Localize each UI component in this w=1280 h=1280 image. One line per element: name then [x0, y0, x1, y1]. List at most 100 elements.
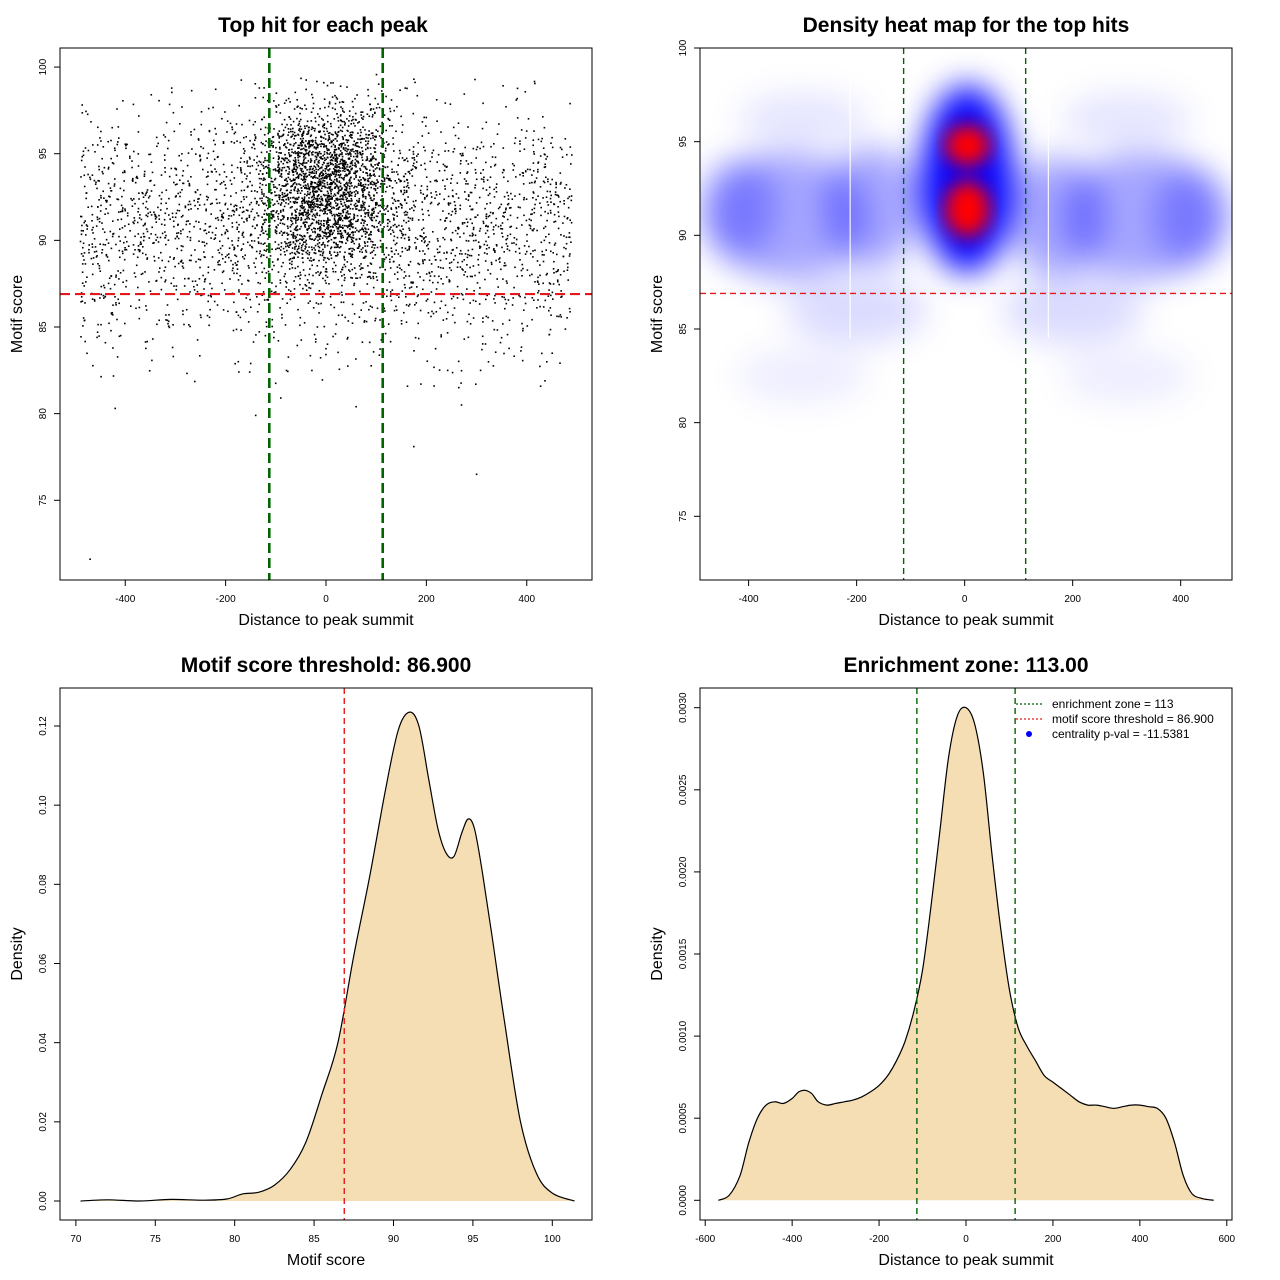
scatter-point: [355, 238, 358, 241]
scatter-point: [326, 176, 329, 178]
scatter-point: [391, 197, 394, 199]
scatter-point: [405, 189, 408, 192]
scatter-point: [92, 257, 95, 259]
scatter-point: [326, 183, 329, 186]
scatter-point: [330, 183, 333, 185]
scatter-point: [484, 207, 486, 210]
scatter-point: [406, 214, 408, 216]
scatter-point: [143, 235, 146, 238]
scatter-point: [571, 154, 573, 156]
scatter-point: [463, 178, 466, 180]
scatter-point: [279, 146, 281, 149]
scatter-point: [354, 202, 357, 205]
scatter-point: [549, 190, 551, 193]
scatter-point: [566, 317, 568, 319]
scatter-y-tick-label: 75: [38, 494, 49, 506]
scatter-point: [342, 196, 344, 198]
scatter-point: [386, 166, 389, 168]
scatter-point: [446, 369, 449, 372]
scatter-point: [223, 289, 226, 291]
scatter-point: [532, 256, 534, 258]
scatter-point: [115, 276, 117, 278]
scatter-point: [350, 194, 353, 197]
scatter-point: [303, 181, 305, 184]
scatter-point: [469, 191, 472, 194]
scatter-point: [221, 282, 223, 285]
scatter-point: [528, 218, 531, 221]
scatter-point: [193, 289, 196, 291]
scatter-point: [290, 192, 292, 194]
scatter-point: [349, 152, 351, 155]
scatter-point: [332, 156, 335, 159]
scatter-point: [100, 293, 102, 296]
scatter-point: [550, 314, 552, 316]
scatter-point: [271, 268, 273, 271]
scatter-point: [335, 242, 337, 244]
scatter-point: [277, 155, 280, 157]
scatter-point: [131, 199, 134, 202]
scatter-point: [245, 177, 248, 180]
scatter-point: [369, 252, 372, 254]
scatter-point: [466, 275, 469, 278]
scatter-point: [434, 197, 436, 199]
scatter-point: [364, 183, 367, 186]
scatter-point: [524, 137, 527, 139]
scatter-point: [134, 276, 137, 278]
scatter-point: [93, 251, 96, 253]
scatter-point: [352, 218, 355, 221]
scatter-point: [181, 265, 184, 268]
scatter-point: [206, 199, 209, 201]
scatter-point: [280, 135, 282, 138]
scatter-point: [294, 150, 296, 153]
scatter-point: [254, 134, 256, 136]
scatter-point: [365, 133, 367, 136]
scatter-point: [92, 144, 94, 146]
scatter-point: [126, 214, 129, 217]
scatter-point: [121, 250, 124, 253]
scatter-point: [323, 153, 326, 156]
scatter-point: [306, 200, 308, 203]
scatter-point: [340, 226, 342, 228]
scatter-point: [88, 251, 90, 254]
scatter-point: [469, 266, 471, 269]
scatter-point: [363, 209, 365, 212]
scatter-point: [326, 162, 329, 165]
scatter-point: [500, 203, 503, 206]
scatter-point: [337, 120, 340, 122]
scatter-point: [344, 189, 346, 191]
scatter-point: [337, 314, 340, 317]
scatter-point: [230, 259, 232, 262]
scatter-point: [92, 364, 94, 367]
scatter-point: [291, 214, 293, 216]
scatter-point: [413, 162, 415, 165]
scatter-point: [292, 178, 295, 180]
scatter-point: [367, 214, 370, 216]
scatter-point: [202, 274, 204, 277]
scatter-point: [283, 251, 286, 253]
scatter-point: [356, 192, 359, 195]
scatter-point: [314, 230, 316, 233]
scatter-point: [399, 255, 402, 257]
scatter-point: [549, 197, 552, 200]
scatter-point: [277, 271, 280, 273]
scatter-point: [349, 236, 352, 238]
scatter-point: [363, 204, 365, 206]
scatter-point: [539, 365, 541, 368]
scatter-point: [292, 201, 295, 203]
scatter-point: [401, 124, 404, 126]
scatter-point: [512, 297, 514, 299]
scatter-point: [326, 257, 329, 259]
scatter-point: [276, 194, 278, 197]
scatter-point: [100, 375, 102, 378]
scatter-point: [349, 182, 352, 185]
scatter-point: [320, 271, 322, 274]
scatter-point: [231, 222, 234, 224]
scatter-point: [180, 230, 182, 232]
scatter-point: [344, 175, 346, 177]
scatter-point: [138, 250, 141, 253]
scatter-point: [389, 291, 392, 293]
scatter-point: [254, 414, 257, 417]
scatter-point: [200, 294, 202, 297]
scatter-point: [303, 154, 306, 157]
scatter-point: [305, 243, 308, 245]
